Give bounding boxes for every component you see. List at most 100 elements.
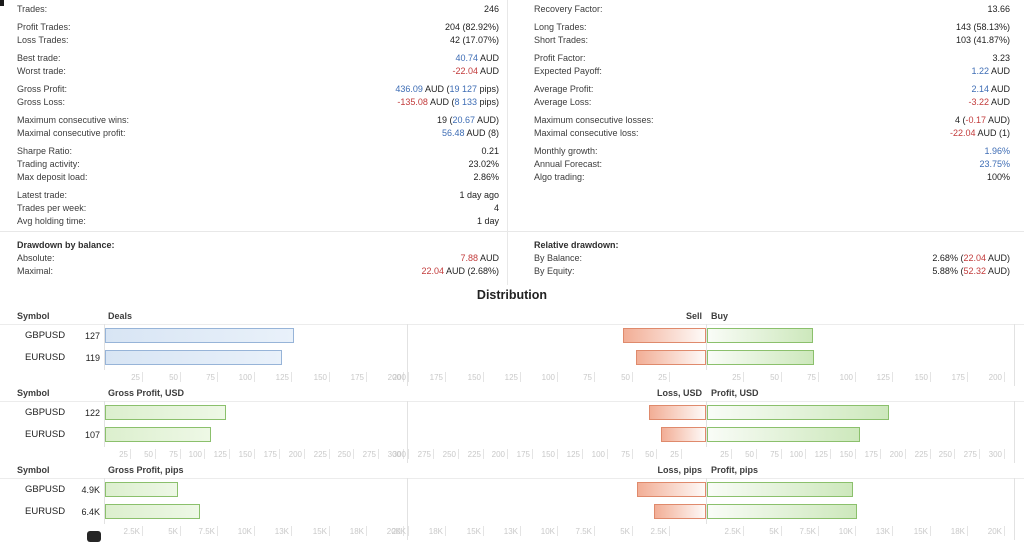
chart-header: Symbol Gross Profit, pips Loss, pips Profit… [0,464,1024,477]
axis-tick [329,526,330,536]
symbol-column-header: Symbol [17,388,50,398]
axis-tick [408,526,409,536]
stat-left-row: Trades: 246 [17,3,499,16]
axis-tick-label: 125 [876,373,890,382]
relative-drawdown-header: Relative drawdown: [534,240,619,250]
stat-right-row: Short Trades: 103 (41.87%) [534,34,1010,47]
bar-gbpusd [105,405,226,420]
axis-tick [669,372,670,382]
left-chart-title: Gross Profit, USD [108,388,185,398]
axis-tick-label: 100 [789,450,803,459]
axis-tick-label: 50 [144,450,153,459]
symbol-label: EURUSD [25,506,66,517]
stat-left-row: Gross Profit: 436.09 AUD (19 127 pips) [17,83,499,96]
axis-tick-label: 275 [963,450,977,459]
bar-gbpusd [105,328,294,343]
stat-label: Avg holding time: [17,216,86,226]
stat-value: -3.22 AUD [968,97,1010,107]
axis-tick-label: 125 [504,373,518,382]
axis-tick-label: 175 [429,373,443,382]
stat-right-row: Average Loss: -3.22 AUD [534,96,1010,109]
stat-label: Trades per week: [17,203,87,213]
axis-tick [180,372,181,382]
axis-tick-label: 75 [770,450,779,459]
left-chart-title: Gross Profit, pips [108,465,184,475]
bar-value-label: 122 [84,408,100,418]
chart-header-underline [0,401,1024,402]
axis-tick [445,372,446,382]
stat-label: Absolute: [17,253,55,263]
stat-value: -22.04 AUD [452,66,499,76]
stat-value: 40.74 AUD [455,53,499,63]
axis-tick [805,449,806,459]
screen-artifact-bottom-left [87,531,101,542]
axis-tick-label: 20K [391,527,406,536]
symbol-label: GBPUSD [25,407,66,418]
axis-tick [930,372,931,382]
stat-value: 4 (-0.17 AUD) [954,115,1010,125]
axis-tick [180,449,181,459]
bar-value-label: 4.9K [81,485,100,495]
axis-tick-label: 150 [313,373,327,382]
axis-tick [594,372,595,382]
axis-tick [781,526,782,536]
stat-left-row: Trading activity: 23.02% [17,158,499,171]
stat-label: Maximum consecutive wins: [17,115,130,125]
stat-label: Long Trades: [534,22,587,32]
negative-bar-gbpusd [623,328,706,343]
axis-tick [520,372,521,382]
negative-bar-eurusd [636,350,706,365]
stat-value: 1.22 AUD [971,66,1010,76]
drawdown-right-row: By Equity: 5.88% (52.32 AUD) [534,265,1010,278]
stat-value: -22.04 AUD (1) [949,128,1010,138]
axis-tick-label: 250 [337,450,351,459]
axis-tick-label: 7.5K [198,527,215,536]
right-boundary-line [1014,401,1015,463]
axis-tick-label: 175 [864,450,878,459]
axis-tick-label: 150 [541,450,555,459]
stat-label: Loss Trades: [17,35,69,45]
axis-tick [155,449,156,459]
stat-value: 7.88 AUD [460,253,499,263]
axis-tick-label: 25 [732,373,741,382]
stat-label: Short Trades: [534,35,589,45]
stat-label: Recovery Factor: [534,4,603,14]
center-axis-line [706,324,707,370]
stat-value: 56.48 AUD (8) [441,128,499,138]
drawdown-by-balance-rows: Absolute: 7.88 AUD Maximal: 22.04 AUD (2.68… [17,252,499,278]
stat-value: 13.66 [987,4,1010,14]
symbol-label: GBPUSD [25,330,66,341]
axis-tick-label: 100 [188,450,202,459]
axis-tick [930,526,931,536]
stat-label: Maximal consecutive loss: [534,128,639,138]
negative-series-title: Loss, pips [657,465,702,475]
stat-label: Average Loss: [534,97,592,107]
stat-value: 2.14 AUD [971,84,1010,94]
axis-tick-label: 5K [769,527,779,536]
axis-tick [930,449,931,459]
negative-series-title: Loss, USD [656,388,702,398]
chart-header: Symbol Deals Sell Buy [0,310,1024,323]
stat-label: Average Profit: [534,84,594,94]
chart-row-3: Symbol Gross Profit, pips Loss, pips Profit… [0,464,1024,541]
axis-tick-label: 200 [387,373,401,382]
axis-tick [607,449,608,459]
axis-tick-label: 275 [417,450,431,459]
axis-tick [403,449,404,459]
chart-header-underline [0,478,1024,479]
stat-value: 1 day [476,216,499,226]
axis-tick-label: 5K [168,527,178,536]
stat-label: Algo trading: [534,172,585,182]
axis-tick [731,449,732,459]
axis-tick-label: 250 [442,450,456,459]
stat-value: 23.75% [979,159,1010,169]
axis-tick-label: 2.5K [724,527,741,536]
axis-tick-label: 175 [350,373,364,382]
stat-label: Maximum consecutive losses: [534,115,654,125]
axis-tick-label: 200 [889,450,903,459]
stat-value: 1.96% [984,146,1010,156]
axis-tick [130,449,131,459]
stat-value: 4 [493,203,499,213]
axis-tick [855,449,856,459]
vertical-divider [507,0,508,285]
